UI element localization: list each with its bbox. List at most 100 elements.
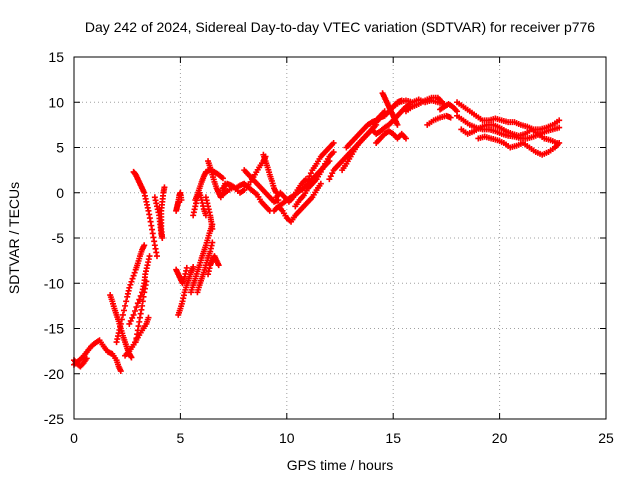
series-sat-w	[260, 151, 280, 196]
series-sat-j	[175, 263, 197, 318]
series-sat-y	[275, 180, 324, 225]
data-point	[556, 124, 563, 131]
y-tick-label-3: -10	[44, 275, 64, 291]
data-point	[153, 253, 160, 260]
series-sat-c	[107, 292, 135, 361]
data-point	[330, 139, 337, 146]
data-point	[209, 239, 216, 246]
data-point	[118, 316, 125, 323]
series-sat-aa	[292, 149, 337, 210]
series-sat-n	[173, 189, 185, 214]
y-tick-label-4: -5	[52, 230, 65, 246]
data-point	[402, 135, 409, 142]
data-point	[447, 114, 454, 121]
data-point	[306, 173, 313, 180]
series-sat-s	[205, 253, 222, 278]
data-point	[136, 296, 143, 303]
data-point	[129, 275, 136, 282]
data-point	[130, 311, 137, 318]
data-point	[394, 121, 401, 128]
data-point	[326, 176, 333, 183]
data-point	[305, 176, 312, 183]
data-point	[132, 308, 139, 315]
data-point	[146, 253, 153, 260]
data-point	[307, 170, 314, 177]
series-sat-al	[437, 101, 461, 115]
series-sat-ae	[343, 108, 388, 151]
chart-title: Day 242 of 2024, Sidereal Day-to-day VTE…	[85, 19, 595, 35]
series-sat-z	[273, 176, 309, 205]
data-point	[117, 320, 124, 327]
data-point	[219, 175, 226, 182]
y-tick-label-1: -20	[44, 366, 64, 382]
data-point	[381, 108, 388, 115]
series-sat-g	[132, 278, 150, 346]
data-marks	[71, 90, 563, 375]
data-point	[141, 242, 148, 249]
data-point	[127, 281, 134, 288]
series-sat-h	[130, 168, 160, 260]
series-sat-r	[202, 194, 216, 232]
series-sat-b	[71, 355, 90, 370]
series-sat-d	[113, 242, 148, 346]
data-point	[123, 298, 130, 305]
x-tick-label-5: 25	[598, 430, 614, 446]
data-point	[133, 304, 140, 311]
x-tick-label-0: 0	[70, 430, 78, 446]
data-point	[122, 302, 129, 309]
data-point	[131, 269, 138, 276]
data-point	[190, 263, 197, 270]
series-sat-m	[194, 239, 216, 296]
y-axis-label: SDTVAR / TECUs	[6, 182, 22, 294]
x-tick-label-3: 15	[385, 430, 401, 446]
data-point	[209, 225, 216, 232]
axis-ticks: 0 5 10 15 20 25 -25 -20 -15 -10 -5 0 5 10 15	[44, 49, 614, 446]
data-point	[83, 355, 90, 362]
y-tick-label-8: 15	[48, 49, 64, 65]
data-point	[128, 354, 135, 361]
x-axis-label: GPS time / hours	[287, 457, 394, 473]
y-tick-label-5: 0	[56, 185, 64, 201]
data-point	[121, 307, 128, 314]
data-point	[161, 184, 168, 191]
series-sat-ao	[458, 121, 561, 146]
data-point	[127, 317, 134, 324]
data-point	[129, 314, 136, 321]
series-sat-i	[151, 184, 168, 241]
data-point	[128, 278, 135, 285]
data-point	[130, 272, 137, 279]
data-point	[183, 264, 190, 271]
x-tick-label-4: 20	[492, 430, 508, 446]
data-point	[556, 139, 563, 146]
data-point	[134, 300, 141, 307]
data-point	[117, 368, 124, 375]
series-sat-an	[454, 112, 563, 142]
data-point	[143, 278, 150, 285]
y-tick-label-2: -15	[44, 321, 64, 337]
x-tick-label-1: 5	[177, 430, 185, 446]
series-sat-ab	[305, 139, 337, 183]
series-sat-ak	[424, 112, 454, 128]
data-point	[215, 262, 222, 269]
data-point	[556, 117, 563, 124]
data-point	[126, 284, 133, 291]
data-point	[137, 292, 144, 299]
data-point	[119, 311, 126, 318]
series-sat-v	[241, 167, 282, 205]
data-point	[439, 99, 446, 106]
series-sat-k	[173, 264, 190, 287]
y-tick-label-0: -25	[44, 411, 64, 427]
data-point	[317, 180, 324, 187]
data-point	[330, 149, 337, 156]
series-sat-ap	[475, 133, 563, 158]
data-point	[145, 314, 152, 321]
y-tick-label-6: 5	[56, 140, 64, 156]
data-point	[329, 170, 336, 177]
y-tick-label-7: 10	[48, 94, 64, 110]
data-point	[327, 173, 334, 180]
data-point	[126, 320, 133, 327]
series-sat-aj	[402, 94, 446, 115]
data-point	[178, 196, 185, 203]
